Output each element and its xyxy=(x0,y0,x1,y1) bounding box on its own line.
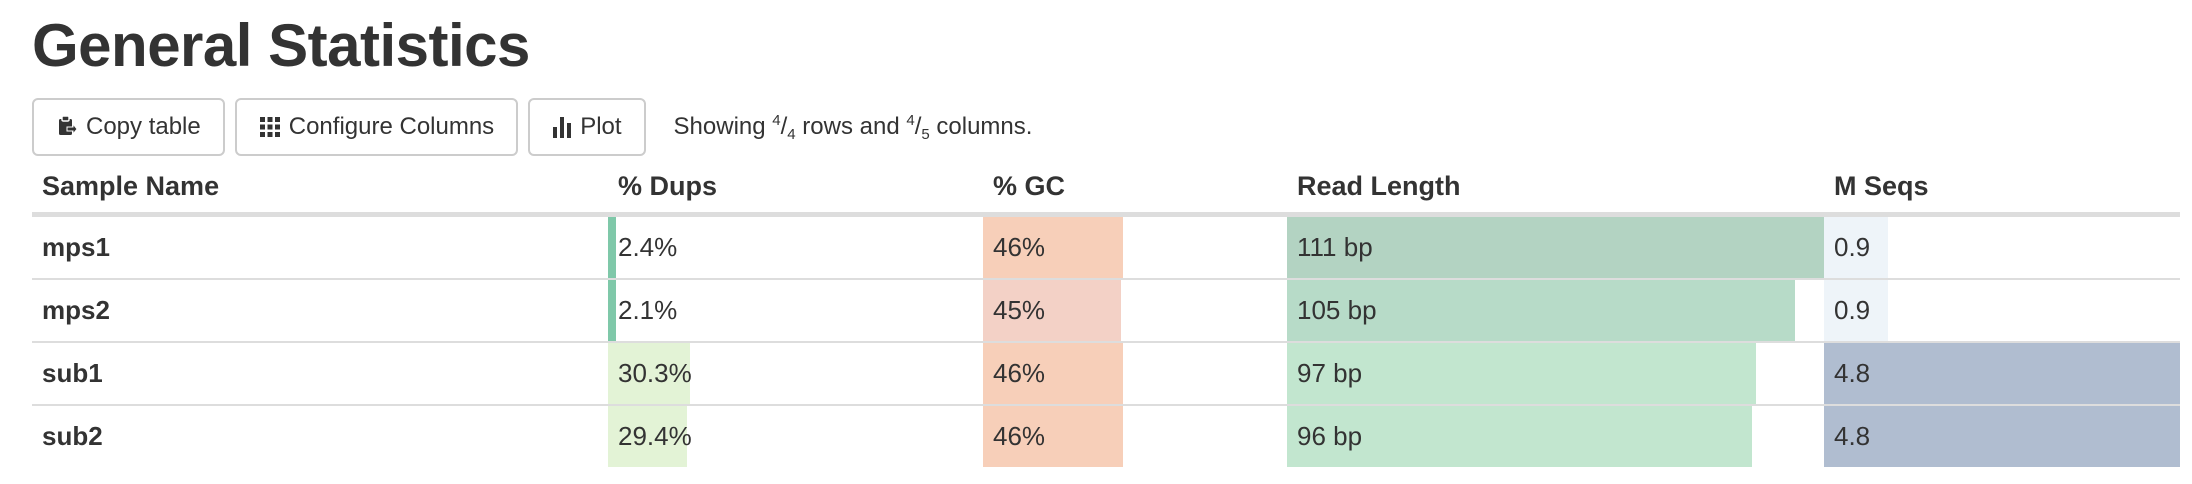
readlen-bar xyxy=(1287,217,1824,278)
gc-value: 45% xyxy=(993,295,1046,325)
mseqs-value: 0.9 xyxy=(1834,295,1871,325)
showing-prefix: Showing xyxy=(673,112,773,140)
dups-bar xyxy=(608,343,690,404)
grid-icon xyxy=(259,116,281,138)
table-row: sub1 30.3% 46% 97 bp 4.8 xyxy=(32,341,2180,405)
gc-bar xyxy=(983,280,1121,341)
table-toolbar: Copy table Configure Columns xyxy=(32,97,1032,157)
mseqs-bar xyxy=(1824,217,1888,278)
gc-cell: 46% xyxy=(983,341,1287,405)
clipboard-icon xyxy=(56,115,78,139)
readlen-bar xyxy=(1287,406,1752,467)
mseqs-value: 4.8 xyxy=(1834,358,1871,388)
sample-name-cell: sub2 xyxy=(32,404,608,467)
dups-cell: 2.4% xyxy=(608,215,983,280)
table-body: mps1 2.4% 46% 111 bp 0.9 mps2 2.1% 45% 105 bp 0.9… xyxy=(32,215,2180,467)
configure-columns-button[interactable]: Configure Columns xyxy=(234,98,519,156)
mseqs-cell: 0.9 xyxy=(1824,278,2180,342)
readlen-value: 96 bp xyxy=(1297,421,1363,451)
mseqs-bar xyxy=(1824,280,1888,341)
showing-summary: Showing 4/4 rows and 4/5 columns. xyxy=(673,111,1033,143)
mseqs-value: 0.9 xyxy=(1834,232,1871,262)
table-header-row: Sample Name % Dups % GC Read Length M Se… xyxy=(32,160,2180,217)
cols-shown: 4 xyxy=(906,111,915,129)
readlen-cell: 111 bp xyxy=(1287,215,1824,280)
col-header-m-seqs[interactable]: M Seqs xyxy=(1824,160,2180,217)
page-title: General Statistics xyxy=(32,12,530,79)
col-header-read-length[interactable]: Read Length xyxy=(1287,160,1824,217)
sample-name-cell: mps1 xyxy=(42,232,110,262)
showing-mid: rows and xyxy=(795,112,907,140)
dups-cell: 30.3% xyxy=(608,341,983,405)
dups-bar xyxy=(608,217,616,278)
rows-total: 4 xyxy=(787,125,796,143)
readlen-cell: 105 bp xyxy=(1287,278,1824,342)
gc-bar xyxy=(983,217,1123,278)
copy-table-label: Copy table xyxy=(86,113,201,140)
gc-bar xyxy=(983,343,1123,404)
mseqs-cell: 4.8 xyxy=(1824,341,2180,405)
dups-bar xyxy=(608,406,687,467)
dups-value: 2.4% xyxy=(618,232,678,262)
mseqs-bar xyxy=(1824,406,2180,467)
col-header-sample-name[interactable]: Sample Name xyxy=(32,160,608,217)
plot-label: Plot xyxy=(580,113,622,140)
mseqs-bar xyxy=(1824,343,2180,404)
bar-chart-icon xyxy=(552,115,572,139)
mseqs-value: 4.8 xyxy=(1834,421,1871,451)
rows-shown: 4 xyxy=(772,111,781,129)
table-row: mps1 2.4% 46% 111 bp 0.9 xyxy=(32,215,2180,280)
readlen-value: 111 bp xyxy=(1297,232,1373,262)
mseqs-cell: 4.8 xyxy=(1824,404,2180,467)
dups-cell: 2.1% xyxy=(608,278,983,342)
dups-value: 30.3% xyxy=(618,358,692,388)
mseqs-cell: 0.9 xyxy=(1824,215,2180,280)
gc-value: 46% xyxy=(993,358,1046,388)
gc-value: 46% xyxy=(993,232,1046,262)
sample-name-cell: sub1 xyxy=(32,341,608,405)
gc-bar xyxy=(983,406,1123,467)
gc-value: 46% xyxy=(993,421,1046,451)
readlen-cell: 96 bp xyxy=(1287,404,1824,467)
dups-cell: 29.4% xyxy=(608,404,983,467)
gc-cell: 46% xyxy=(983,215,1287,280)
dups-value: 2.1% xyxy=(618,295,678,325)
copy-table-button[interactable]: Copy table xyxy=(32,98,225,156)
configure-columns-label: Configure Columns xyxy=(288,113,495,140)
readlen-cell: 97 bp xyxy=(1287,341,1824,405)
readlen-value: 105 bp xyxy=(1297,295,1377,325)
table-row: sub2 29.4% 46% 96 bp 4.8 xyxy=(32,404,2180,467)
readlen-bar xyxy=(1287,280,1795,341)
col-header-gc[interactable]: % GC xyxy=(983,160,1287,217)
table-row: mps2 2.1% 45% 105 bp 0.9 xyxy=(32,278,2180,342)
plot-button[interactable]: Plot xyxy=(528,98,646,156)
showing-suffix: columns. xyxy=(929,112,1033,140)
gc-cell: 45% xyxy=(983,278,1287,342)
gc-cell: 46% xyxy=(983,404,1287,467)
readlen-value: 97 bp xyxy=(1297,358,1363,388)
sample-name-cell: mps2 xyxy=(32,278,608,342)
readlen-bar xyxy=(1287,343,1756,404)
col-header-dups[interactable]: % Dups xyxy=(608,160,983,217)
cols-total: 5 xyxy=(921,125,930,143)
dups-bar xyxy=(608,280,616,341)
general-stats-table: Sample Name % Dups % GC Read Length M Se… xyxy=(32,160,2180,467)
dups-value: 29.4% xyxy=(618,421,692,451)
